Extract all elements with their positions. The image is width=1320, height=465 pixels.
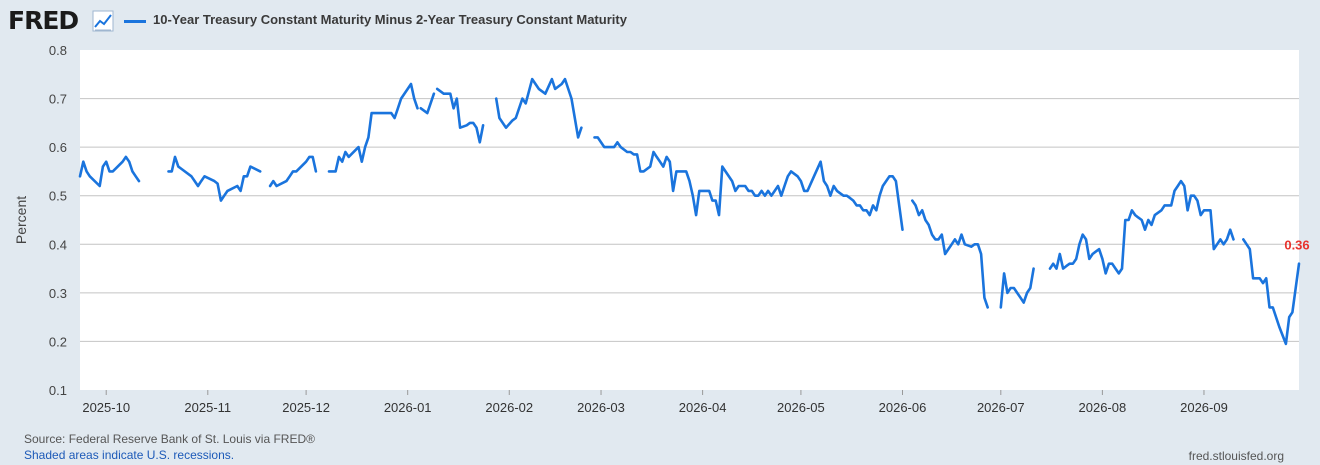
chart-trend-icon	[92, 10, 114, 32]
x-tick-label: 2026-07	[977, 400, 1025, 415]
y-tick-label: 0.3	[49, 286, 67, 301]
series-segment[interactable]	[327, 82, 419, 173]
fred-url-link[interactable]: fred.stlouisfed.org	[1188, 449, 1284, 463]
x-axis-ticks: 2025-10 2025-11 2025-12 2026-01 2026-02 2026-…	[82, 390, 1228, 415]
source-note: Source: Federal Reserve Bank of St. Loui…	[24, 432, 315, 446]
y-tick-label: 0.4	[49, 237, 67, 252]
y-tick-label: 0.1	[49, 383, 67, 398]
y-tick-label: 0.7	[49, 92, 67, 107]
x-tick-label: 2026-01	[384, 400, 432, 415]
x-tick-label: 2025-11	[184, 400, 231, 415]
x-tick-label: 2026-02	[485, 400, 533, 415]
last-value-label: 0.36	[1284, 238, 1309, 253]
x-tick-label: 2025-10	[82, 400, 130, 415]
plot-area	[80, 50, 1299, 390]
series-title[interactable]: 10-Year Treasury Constant Maturity Minus…	[153, 12, 627, 27]
chart-header: FRED 10-Year Treasury Constant Maturity …	[0, 0, 1320, 40]
y-tick-label: 0.6	[49, 140, 67, 155]
x-tick-label: 2026-06	[879, 400, 927, 415]
series-segment[interactable]	[494, 77, 583, 139]
x-tick-label: 2026-04	[679, 400, 727, 415]
y-axis-ticks: 0.1 0.2 0.3 0.4 0.5 0.6 0.7 0.8	[49, 43, 67, 398]
y-tick-label: 0.5	[49, 189, 67, 204]
y-axis-label: Percent	[13, 196, 29, 244]
grid-lines	[80, 98, 1299, 342]
y-tick-label: 0.8	[49, 43, 67, 58]
series-segment[interactable]	[999, 267, 1035, 309]
series-segment[interactable]	[1242, 238, 1301, 346]
x-tick-label: 2026-08	[1079, 400, 1127, 415]
series-segment[interactable]	[910, 199, 990, 309]
x-tick-label: 2026-03	[577, 400, 625, 415]
series-segment[interactable]	[419, 92, 436, 115]
y-tick-label: 0.2	[49, 334, 67, 349]
series-segment[interactable]	[268, 155, 318, 188]
x-tick-label: 2026-05	[777, 400, 825, 415]
series-line	[78, 77, 1301, 346]
x-tick-label: 2025-12	[282, 400, 330, 415]
series-segment[interactable]	[1048, 179, 1235, 275]
legend-swatch	[124, 20, 146, 23]
recession-note[interactable]: Shaded areas indicate U.S. recessions.	[24, 448, 235, 462]
series-segment[interactable]	[435, 87, 485, 144]
series-segment[interactable]	[78, 155, 141, 188]
series-segment[interactable]	[167, 155, 262, 202]
x-tick-label: 2026-09	[1180, 400, 1228, 415]
series-segment[interactable]	[593, 136, 904, 231]
fred-logo[interactable]: FRED	[8, 6, 79, 35]
